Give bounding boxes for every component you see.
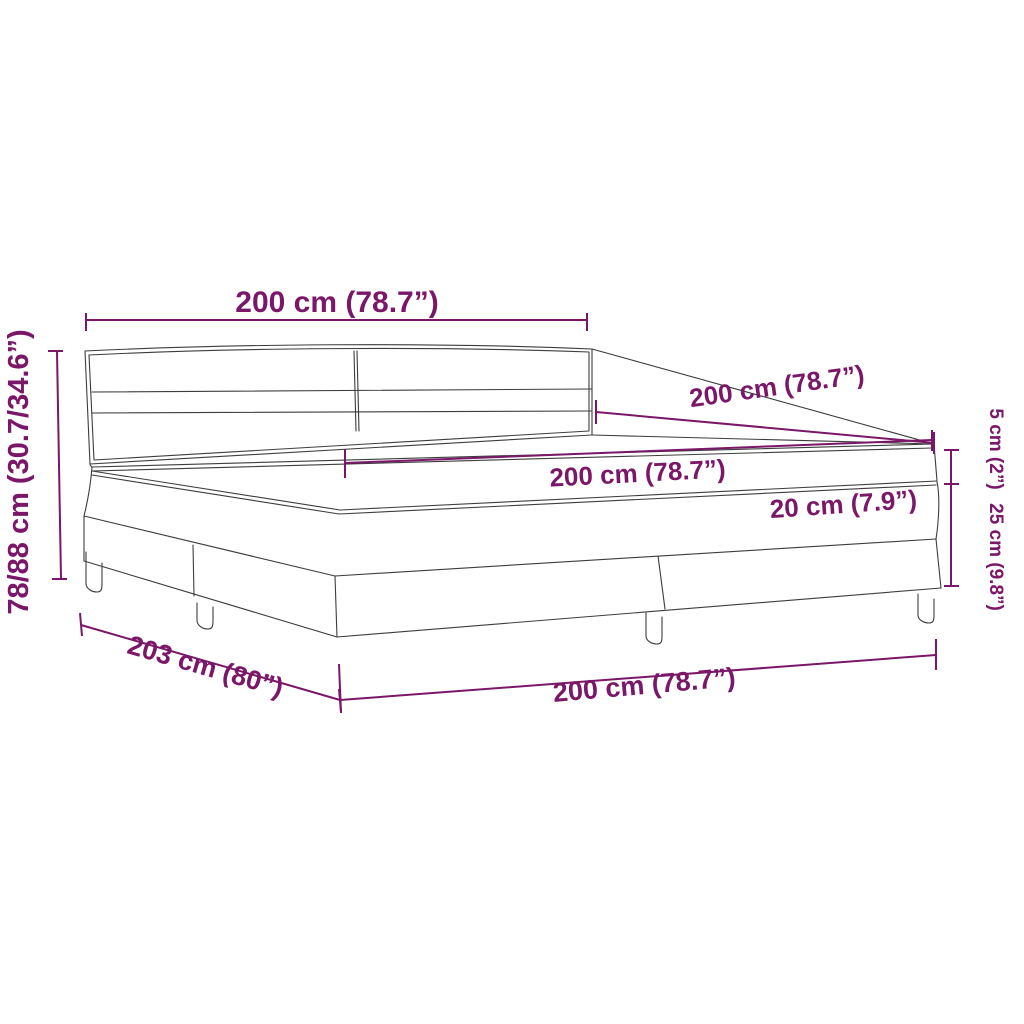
svg-text:25 cm (9.8”): 25 cm (9.8”): [985, 503, 1006, 611]
svg-text:200 cm (78.7”): 200 cm (78.7”): [687, 359, 866, 413]
svg-text:203 cm (80”): 203 cm (80”): [124, 630, 287, 703]
svg-text:20 cm (7.9”): 20 cm (7.9”): [769, 484, 918, 524]
svg-text:200 cm (78.7”): 200 cm (78.7”): [552, 662, 737, 708]
svg-text:5 cm (2”): 5 cm (2”): [985, 408, 1006, 489]
svg-text:200 cm (78.7”): 200 cm (78.7”): [549, 453, 727, 492]
svg-text:78/88 cm (30.7/34.6”): 78/88 cm (30.7/34.6”): [3, 329, 35, 614]
svg-text:200 cm (78.7”): 200 cm (78.7”): [235, 286, 438, 319]
